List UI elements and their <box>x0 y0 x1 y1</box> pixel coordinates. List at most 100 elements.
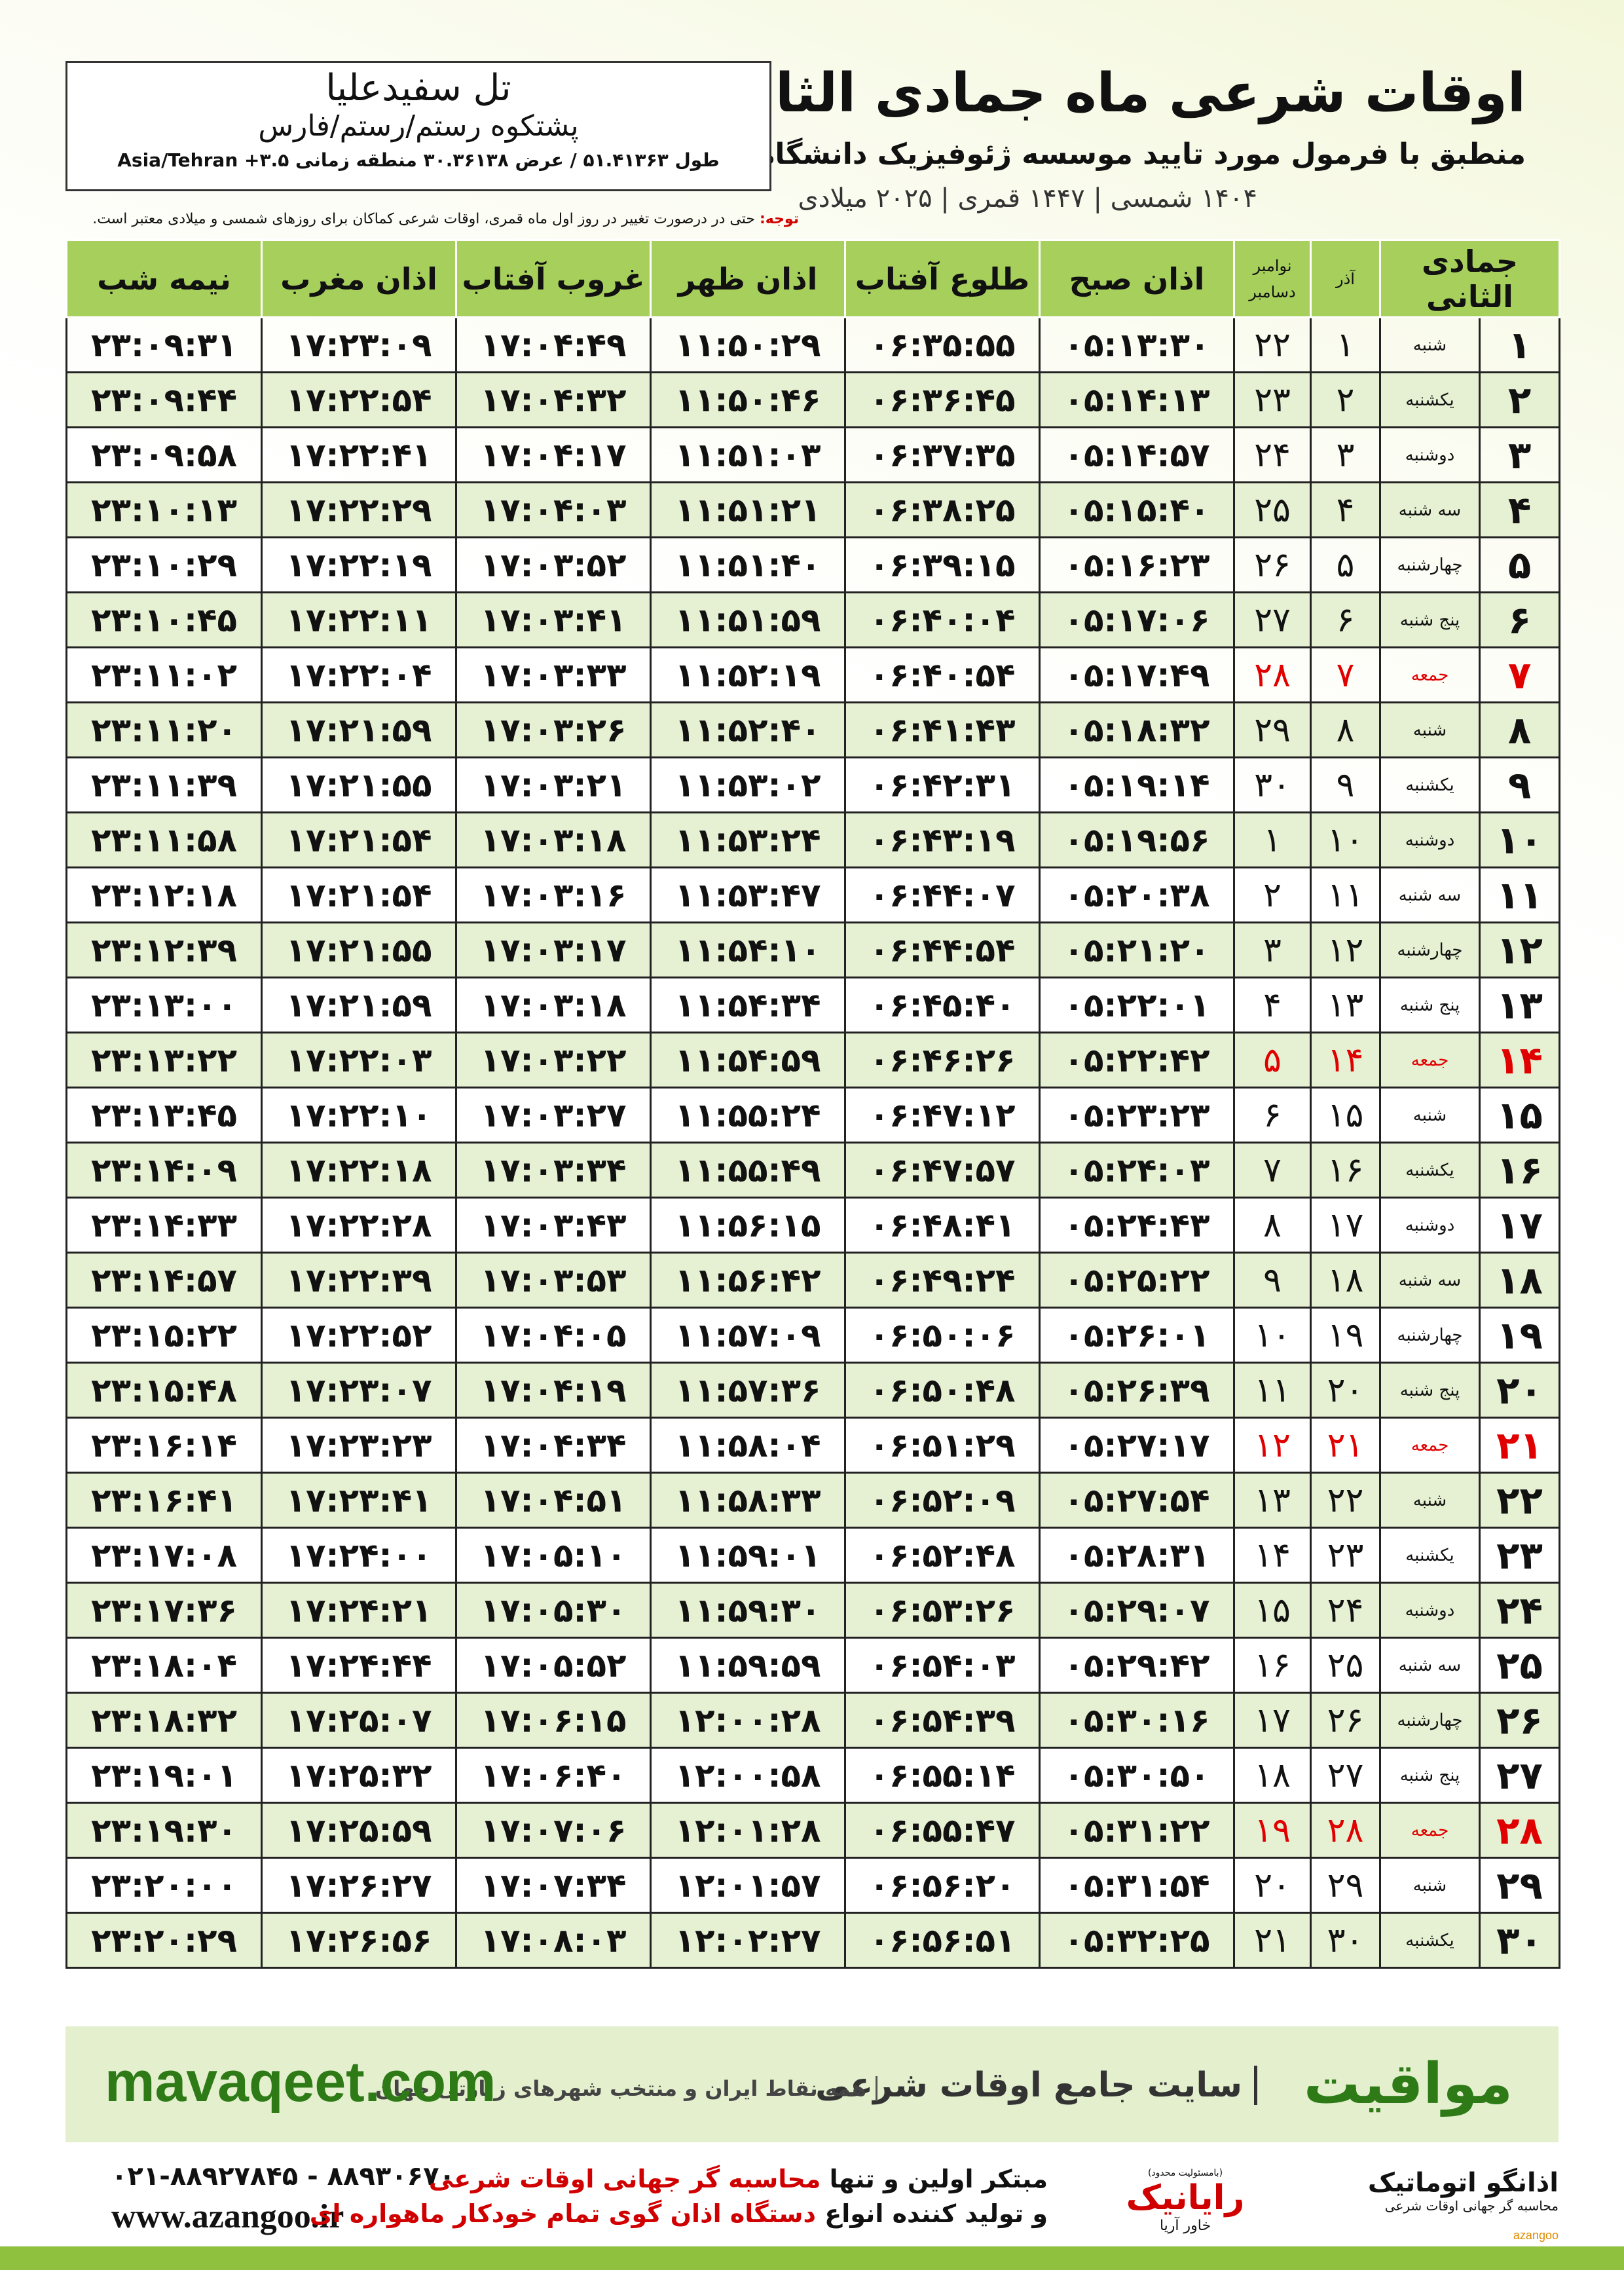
table-cell: ۰۵:۱۴:۱۳ <box>1039 371 1235 428</box>
table-cell: ۲۳:۱۴:۳۳ <box>65 1197 263 1254</box>
table-cell: ۱۷:۲۱:۵۵ <box>261 756 457 813</box>
table-cell: ۰۵:۱۴:۵۷ <box>1039 426 1235 483</box>
table-cell: ۱۲ <box>1310 921 1381 978</box>
header-cell: آذر <box>1310 239 1381 318</box>
table-cell: ۰۶:۵۶:۲۰ <box>844 1857 1041 1914</box>
table-cell: ۰۶:۴۴:۰۷ <box>844 866 1041 923</box>
table-cell: ۳ <box>1479 426 1561 483</box>
table-cell: ۲۳:۱۳:۲۲ <box>65 1032 263 1088</box>
table-cell: ۲۳:۱۶:۴۱ <box>65 1472 263 1529</box>
table-cell: جمعه <box>1378 646 1481 703</box>
table-cell: ۱۲:۰۱:۲۸ <box>650 1802 846 1859</box>
table-cell: ۲۳:۱۵:۲۲ <box>65 1307 263 1364</box>
table-cell: ۲۳:۲۰:۰۰ <box>65 1857 263 1914</box>
header-row: جمادی الثانی آذر نوامبر دسامبر اذان صبح ط… <box>65 239 1561 318</box>
table-cell: ۰۵:۲۸:۳۱ <box>1039 1527 1235 1584</box>
table-cell: ۰۶:۴۰:۵۴ <box>844 646 1041 703</box>
table-cell: ۱۲:۰۰:۲۸ <box>650 1692 846 1749</box>
table-cell: ۲۳:۱۵:۴۸ <box>65 1362 263 1419</box>
table-cell: ۱۹ <box>1310 1307 1381 1364</box>
table-cell: ۲۴ <box>1233 426 1312 483</box>
table-cell: ۸ <box>1310 701 1381 758</box>
table-cell: ۲۸ <box>1479 1802 1561 1859</box>
table-cell: ۱۷:۲۲:۳۹ <box>261 1252 457 1309</box>
table-cell: یکشنبه <box>1378 371 1481 428</box>
table-cell: ۱۱:۵۱:۴۰ <box>650 536 846 593</box>
table-row: ۱۹ چهارشنبه ۱۹ ۱۰ ۰۵:۲۶:۰۱ ۰۶:۵۰:۰۶ ۱۱:۵۷:۰۹ ۱۷… <box>65 1307 1561 1364</box>
table-cell: ۰۶:۴۹:۲۴ <box>844 1252 1041 1309</box>
table-cell: ۰۶:۳۸:۲۵ <box>844 481 1041 538</box>
logo-tagline: محاسبه گر جهانی اوقات شرعی <box>1384 2198 1559 2214</box>
footer-web[interactable]: www.azangoo.ir <box>111 2198 344 2235</box>
table-row: ۶ پنج شنبه ۶ ۲۷ ۰۵:۱۷:۰۶ ۰۶:۴۰:۰۴ ۱۱:۵۱:۵۹ ۱۷:۰… <box>65 591 1561 648</box>
table-cell: ۱۴ <box>1233 1527 1312 1584</box>
table-cell: چهارشنبه <box>1378 1692 1481 1749</box>
table-cell: ۵ <box>1479 536 1561 593</box>
table-cell: ۱۷:۲۲:۰۴ <box>261 646 457 703</box>
table-cell: ۱۷:۲۲:۵۴ <box>261 371 457 428</box>
table-cell: ۰۵:۱۷:۰۶ <box>1039 591 1235 648</box>
table-row: ۵ چهارشنبه ۵ ۲۶ ۰۵:۱۶:۲۳ ۰۶:۳۹:۱۵ ۱۱:۵۱:۴۰ ۱۷:۰… <box>65 536 1561 593</box>
table-cell: سه شنبه <box>1378 1252 1481 1309</box>
location-name: تل سفیدعلیا <box>325 67 511 109</box>
table-cell: یکشنبه <box>1378 1142 1481 1199</box>
table-cell: ۲۳:۱۰:۱۳ <box>65 481 263 538</box>
table-cell: ۰۵:۱۷:۴۹ <box>1039 646 1235 703</box>
logo-latin: azangoo <box>1513 2229 1559 2242</box>
table-cell: ۰۶:۵۰:۴۸ <box>844 1362 1041 1419</box>
table-cell: ۱۶ <box>1479 1142 1561 1199</box>
table-cell: ۱۷:۰۴:۳۲ <box>455 371 652 428</box>
table-cell: ۱۴ <box>1310 1032 1381 1088</box>
table-cell: ۲۳:۱۱:۰۲ <box>65 646 263 703</box>
header-sub: دسامبر <box>1249 282 1296 301</box>
table-cell: ۲۶ <box>1479 1692 1561 1749</box>
banner-url[interactable]: mavaqeet.com <box>105 2051 496 2113</box>
table-cell: ۰۵:۲۳:۲۳ <box>1039 1087 1235 1144</box>
table-cell: ۱۷:۰۴:۳۴ <box>455 1417 652 1474</box>
table-cell: ۱۸ <box>1233 1747 1312 1804</box>
footer-highlight: دستگاه اذان گوی تمام خودکار ماهواره ای <box>309 2199 817 2228</box>
table-cell: ۱۷:۰۳:۱۶ <box>455 866 652 923</box>
table-cell: ۳۰ <box>1310 1912 1381 1969</box>
table-cell: ۲۱ <box>1233 1912 1312 1969</box>
table-row: ۲۷ پنج شنبه ۲۷ ۱۸ ۰۵:۳۰:۵۰ ۰۶:۵۵:۱۴ ۱۲:۰۰:۵۸ ۱۷… <box>65 1747 1561 1804</box>
table-cell: ۲۳:۱۷:۰۸ <box>65 1527 263 1584</box>
table-cell: ۱ <box>1310 316 1381 373</box>
table-cell: ۳ <box>1310 426 1381 483</box>
banner: مواقیت سایت جامع اوقات شرعی همه نقاط ایر… <box>65 2026 1559 2142</box>
table-cell: ۱۴ <box>1479 1032 1561 1088</box>
table-cell: ۷ <box>1233 1142 1312 1199</box>
table-cell: ۱۵ <box>1233 1582 1312 1639</box>
table-cell: ۱۱:۵۲:۱۹ <box>650 646 846 703</box>
table-cell: ۱۷:۲۳:۰۹ <box>261 316 457 373</box>
table-cell: ۰۶:۴۳:۱۹ <box>844 811 1041 868</box>
table-row: ۷ جمعه ۷ ۲۸ ۰۵:۱۷:۴۹ ۰۶:۴۰:۵۴ ۱۱:۵۲:۱۹ ۱۷:۰۳:۳۳… <box>65 646 1561 703</box>
table-cell: ۱ <box>1233 811 1312 868</box>
table-cell: سه شنبه <box>1378 481 1481 538</box>
table-cell: ۲۸ <box>1310 1802 1381 1859</box>
table-row: ۱۵ شنبه ۱۵ ۶ ۰۵:۲۳:۲۳ ۰۶:۴۷:۱۲ ۱۱:۵۵:۲۴ ۱۷:۰۳:۲… <box>65 1087 1561 1144</box>
table-row: ۴ سه شنبه ۴ ۲۵ ۰۵:۱۵:۴۰ ۰۶:۳۸:۲۵ ۱۱:۵۱:۲۱ ۱۷:۰۴… <box>65 481 1561 538</box>
table-cell: ۱۷:۰۳:۲۷ <box>455 1087 652 1144</box>
table-cell: ۴ <box>1310 481 1381 538</box>
table-cell: ۱۷:۰۳:۲۱ <box>455 756 652 813</box>
table-cell: ۱۱:۵۶:۱۵ <box>650 1197 846 1254</box>
table-cell: ۶ <box>1479 591 1561 648</box>
table-cell: ۱۱ <box>1310 866 1381 923</box>
table-cell: جمعه <box>1378 1032 1481 1088</box>
table-cell: ۲۰ <box>1310 1362 1381 1419</box>
table-cell: ۰۵:۳۰:۱۶ <box>1039 1692 1235 1749</box>
table-cell: ۱۷:۰۴:۱۹ <box>455 1362 652 1419</box>
table-cell: پنج شنبه <box>1378 591 1481 648</box>
table-cell: ۱۷:۲۱:۵۹ <box>261 701 457 758</box>
header-cell: جمادی الثانی <box>1378 239 1561 318</box>
table-cell: جمعه <box>1378 1802 1481 1859</box>
table-cell: ۰۵:۳۱:۲۲ <box>1039 1802 1235 1859</box>
table-row: ۱۸ سه شنبه ۱۸ ۹ ۰۵:۲۵:۲۲ ۰۶:۴۹:۲۴ ۱۱:۵۶:۴۲ ۱۷:۰… <box>65 1252 1561 1309</box>
table-row: ۱۰ دوشنبه ۱۰ ۱ ۰۵:۱۹:۵۶ ۰۶:۴۳:۱۹ ۱۱:۵۳:۲۴ ۱۷:۰۳… <box>65 811 1561 868</box>
table-cell: ۲۳:۱۹:۳۰ <box>65 1802 263 1859</box>
table-cell: ۰۵:۱۶:۲۳ <box>1039 536 1235 593</box>
logo-name: رایانیک <box>1126 2178 1245 2218</box>
table-cell: ۱۷:۰۳:۱۷ <box>455 921 652 978</box>
